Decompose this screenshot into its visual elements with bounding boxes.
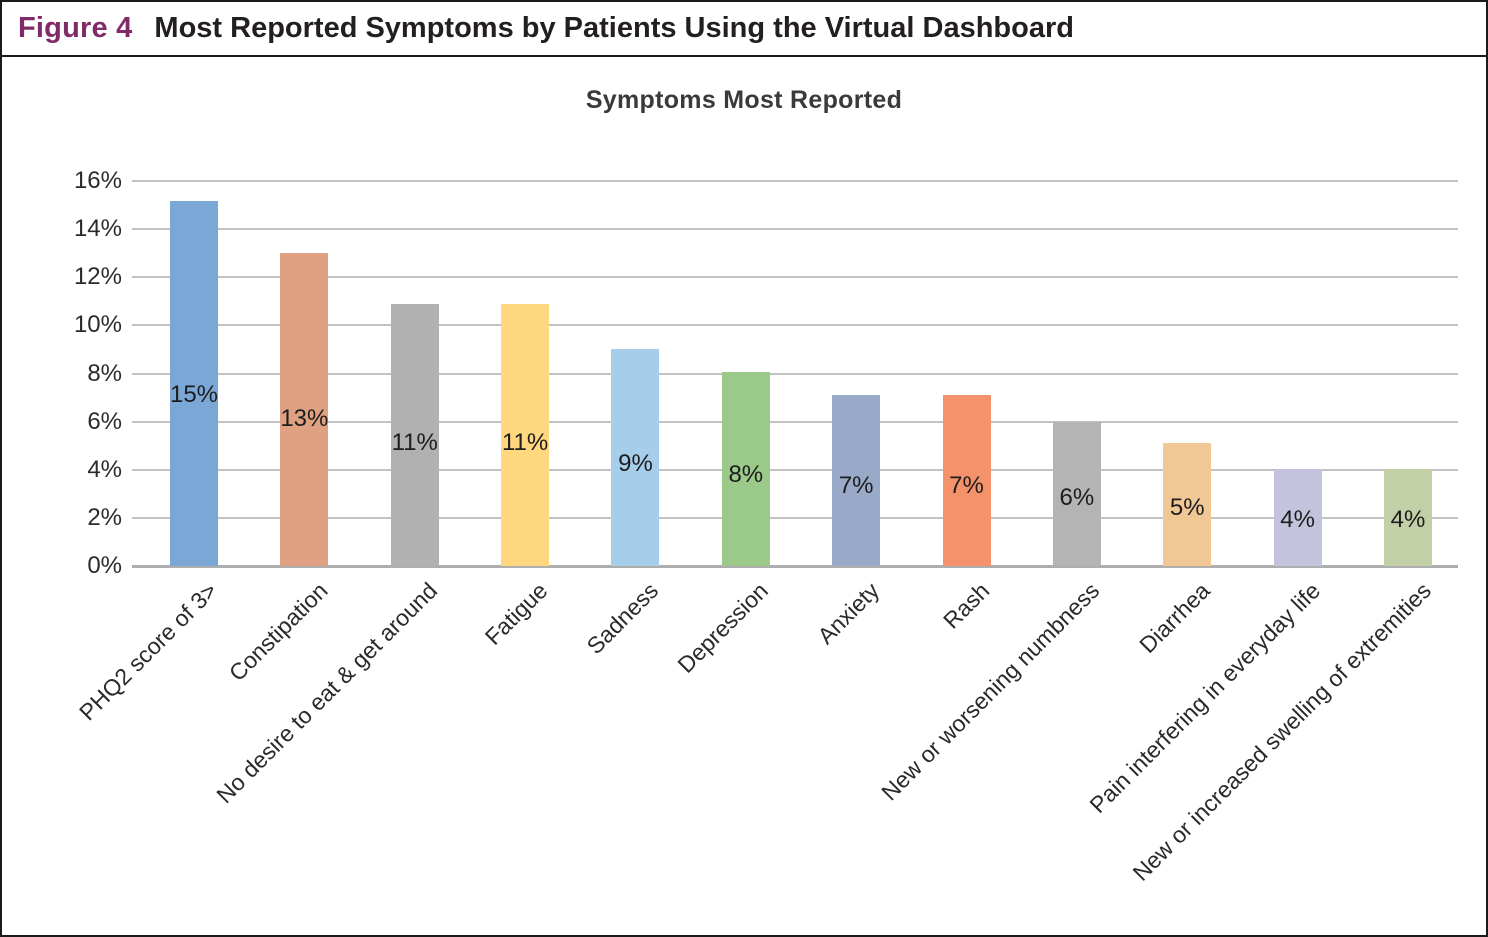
bar-value-label: 9% bbox=[618, 450, 653, 478]
bar-value-label: 7% bbox=[838, 471, 874, 499]
bar: 7% bbox=[942, 395, 991, 566]
bar: 11% bbox=[501, 303, 550, 566]
x-axis-baseline bbox=[132, 564, 1458, 568]
y-tick-label: 0% bbox=[87, 552, 122, 579]
bar: 4% bbox=[1383, 468, 1432, 566]
x-category-label: No desire to eat & get around bbox=[211, 577, 443, 809]
bar-value-label: 4% bbox=[1390, 506, 1426, 534]
x-category-label: Fatigue bbox=[480, 577, 553, 650]
y-tick-label: 10% bbox=[73, 311, 122, 339]
x-category-label: Sadness bbox=[581, 577, 664, 659]
gridline bbox=[132, 276, 1458, 279]
x-category-label: Diarrhea bbox=[1134, 577, 1215, 659]
bar-value-label: 13% bbox=[280, 404, 329, 432]
gridline bbox=[132, 420, 1458, 423]
x-category-label: PHQ2 score of 3> bbox=[73, 577, 222, 726]
bar-value-label: 15% bbox=[169, 380, 219, 408]
bar: 7% bbox=[832, 395, 881, 566]
bar-value-label: 4% bbox=[1280, 506, 1315, 534]
y-tick-label: 4% bbox=[87, 455, 122, 483]
bar-value-label: 7% bbox=[949, 471, 984, 499]
y-tick-label: 16% bbox=[73, 167, 122, 194]
plot-area: 0% 2% 4% 6% 8% 10% 12% 14% 16% 15% PHQ2 score of 3… bbox=[74, 168, 1458, 886]
bar-value-label: 11% bbox=[501, 428, 549, 456]
y-tick-label: 14% bbox=[73, 215, 122, 243]
bar: 15% bbox=[170, 201, 218, 566]
bar-value-label: 6% bbox=[1059, 484, 1095, 512]
figure-title: Most Reported Symptoms by Patients Using… bbox=[154, 12, 1074, 44]
bar: 5% bbox=[1163, 443, 1212, 566]
gridline bbox=[132, 372, 1458, 375]
chart-title: Symptoms Most Reported bbox=[585, 86, 903, 114]
x-category-label: Anxiety bbox=[812, 577, 884, 650]
bar-value-label: 11% bbox=[391, 428, 438, 456]
bar-value-label: 8% bbox=[728, 460, 764, 488]
gridline bbox=[132, 324, 1458, 327]
bar: 6% bbox=[1052, 421, 1101, 566]
bar: 13% bbox=[280, 253, 328, 566]
gridline bbox=[132, 516, 1458, 519]
chart-area: Symptoms Most Reported 0% 2% 4% 6% 8% 10% 12% 1… bbox=[2, 57, 1486, 933]
x-category-label: New or worsening numbness bbox=[876, 577, 1105, 806]
bar: 8% bbox=[721, 372, 770, 566]
bar-value-label: 5% bbox=[1169, 494, 1205, 522]
y-tick-label: 8% bbox=[87, 359, 122, 387]
figure-header: Figure 4 Most Reported Symptoms by Patie… bbox=[2, 2, 1486, 57]
bar: 11% bbox=[390, 303, 439, 566]
x-category-label: Depression bbox=[672, 577, 774, 678]
x-category-label: Pain interfering in everyday life bbox=[1084, 577, 1326, 819]
bar: 9% bbox=[611, 349, 660, 566]
bar: 4% bbox=[1273, 468, 1322, 566]
y-tick-label: 2% bbox=[87, 503, 122, 531]
x-category-label: Rash bbox=[937, 577, 995, 634]
gridline bbox=[132, 228, 1458, 231]
y-tick-label: 6% bbox=[87, 407, 122, 435]
figure-label: Figure 4 bbox=[18, 12, 133, 44]
y-tick-label: 12% bbox=[73, 263, 122, 291]
gridline bbox=[132, 468, 1458, 471]
x-category-label: Constipation bbox=[223, 577, 333, 687]
gridline bbox=[132, 180, 1458, 182]
